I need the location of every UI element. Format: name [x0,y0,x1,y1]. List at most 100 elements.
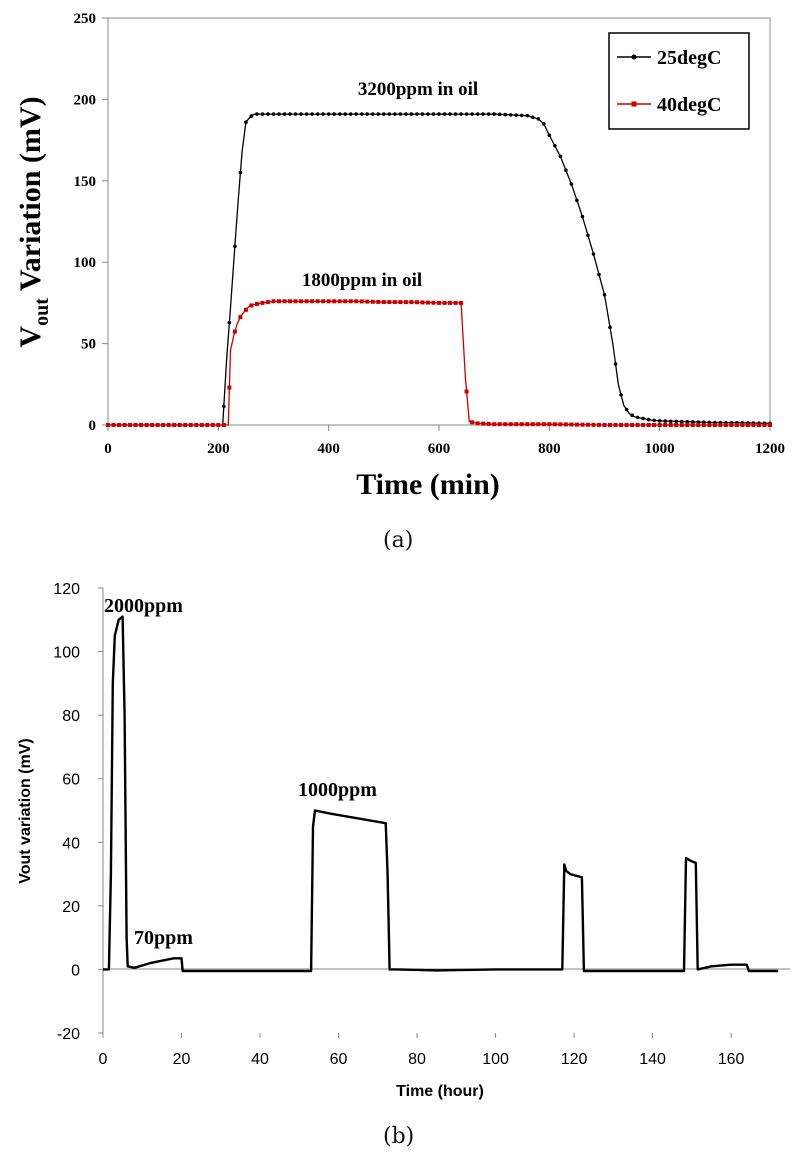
chart-a-point-40degc [376,299,381,304]
chart-a-point-25degc [299,112,303,116]
chart-a-point-40degc [431,300,436,305]
chart-a-point-25degc [404,112,408,116]
chart-a-point-25degc [575,198,579,203]
chart-a-point-40degc [403,300,408,305]
chart-a-point-25degc [668,419,673,424]
chart-a-y-tick-label: 50 [81,337,96,353]
chart-a-x-tick-label: 600 [428,441,451,457]
chart-a-point-25degc [613,362,618,366]
chart-a-point-40degc [216,423,221,427]
chart-a-point-25degc [282,112,287,116]
chart-a-point-40degc [552,422,557,427]
chart-a-point-40degc [144,423,149,427]
chart-a-point-40degc [464,389,469,394]
chart-a-point-25degc [679,419,684,424]
chart-b-x-tick-label: 0 [99,1051,108,1068]
chart-b: -20 0 20 40 60 80 100 120 0 20 40 60 80 100 120 140 160… [17,581,790,1100]
chart-a-point-40degc [685,423,690,427]
chart-a-point-25degc [657,419,662,423]
chart-a-point-25degc [608,325,612,330]
chart-b-x-tick-label: 60 [330,1051,348,1068]
chart-a-y-tick-label: 200 [74,92,97,108]
chart-a-point-25degc [293,112,298,116]
chart-a-point-40degc [348,299,353,304]
chart-a-point-40degc [199,423,204,427]
chart-a-point-25degc [514,113,519,117]
chart-a-point-40degc [547,422,552,427]
chart-a-point-40degc [425,300,430,305]
chart-a-point-25degc [277,112,281,116]
chart-a-point-40degc [326,299,331,304]
chart-a-point-40degc [227,385,232,390]
chart-a-point-40degc [734,423,739,427]
chart-a-point-25degc [260,112,265,116]
chart-a-point-40degc [690,423,695,427]
chart-a-point-25degc [371,112,375,116]
chart-a-point-25degc [420,112,425,116]
chart-a-point-25degc [508,113,513,117]
chart-a-point-25degc [492,112,496,116]
chart-a-point-40degc [470,420,475,425]
chart-a-point-40degc [128,423,133,427]
chart-a-point-40degc [249,303,254,308]
chart-a-point-40degc [718,423,723,427]
chart-a-point-40degc [530,422,535,427]
chart-a-point-25degc [288,112,292,116]
chart-a-point-25degc [304,112,309,116]
chart-a-point-40degc [122,423,127,427]
chart-a-point-40degc [448,300,453,305]
chart-b-x-axis-title: Time (hour) [396,1083,484,1100]
chart-a-point-40degc [221,423,226,427]
chart-b-x-tick-label: 140 [639,1051,666,1068]
chart-a-series-layer [106,112,772,427]
chart-a-point-40degc [183,423,188,427]
chart-a-point-25degc [486,112,491,116]
chart-a-point-25degc [641,416,645,421]
chart-a-point-25degc [343,112,348,116]
chart-b-series-line [103,615,779,973]
chart-a-point-25degc [233,244,237,249]
chart-a-point-25degc [415,112,419,116]
chart-a-point-25degc [542,122,546,126]
chart-a-point-40degc [508,422,513,427]
chart-a-point-25degc [630,413,634,418]
chart-a-point-25degc [503,112,508,117]
panel-a-caption: (a) [383,528,414,553]
chart-a-x-tick-label: 400 [317,441,340,457]
chart-a-point-40degc [310,299,315,304]
chart-a-point-40degc [745,423,750,427]
chart-a-point-40degc [343,299,348,304]
chart-a-legend: 25degC 40degC [608,32,750,130]
chart-a-point-25degc [359,112,364,116]
chart-a-y-tick-label: 150 [74,174,97,190]
chart-a-point-40degc [679,423,684,427]
chart-a-point-40degc [172,423,177,427]
chart-a: 0 50 100 150 200 250 0 200 400 600 800 1000 1200 32… [14,11,785,501]
chart-a-point-40degc [392,300,397,305]
chart-a-point-40degc [265,300,270,305]
chart-a-point-40degc [503,422,508,427]
chart-a-point-40degc [646,423,651,427]
chart-a-point-40degc [519,422,524,427]
chart-a-y-tick-label: 100 [74,255,97,271]
chart-a-point-25degc [227,320,232,325]
chart-a-point-40degc [596,422,601,427]
chart-a-point-40degc [630,423,635,427]
chart-a-point-25degc [674,419,679,424]
chart-a-point-25degc [690,420,695,424]
chart-b-x-ticks: 0 20 40 60 80 100 120 140 160 [99,1033,745,1068]
chart-a-point-25degc [619,393,623,397]
chart-a-point-40degc [155,423,160,427]
chart-a-point-25degc [564,168,568,173]
chart-b-x-tick-label: 80 [408,1051,426,1068]
chart-a-point-40degc [381,300,386,305]
chart-a-point-25degc [497,112,502,117]
chart-a-point-40degc [751,423,756,427]
chart-a-point-40degc [150,423,155,427]
chart-a-point-40degc [271,299,276,304]
chart-a-point-40degc [260,300,265,305]
chart-a-point-40degc [453,300,458,305]
chart-a-point-40degc [194,423,199,427]
chart-a-point-40degc [712,423,717,427]
chart-a-point-40degc [277,299,282,304]
